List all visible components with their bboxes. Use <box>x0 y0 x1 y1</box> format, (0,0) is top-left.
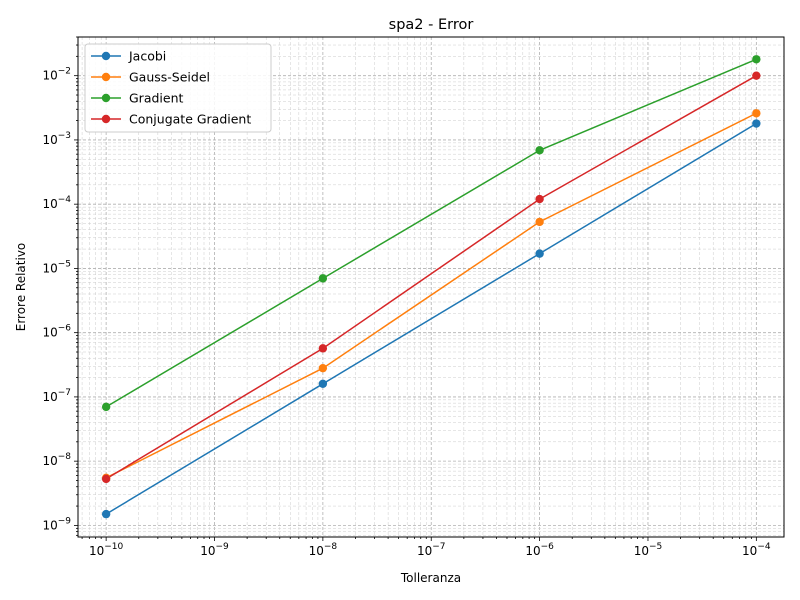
legend-label: Conjugate Gradient <box>129 112 251 127</box>
data-point-gauss-seidel <box>752 109 761 118</box>
y-tick-label: 10−5 <box>42 259 71 275</box>
data-point-gradient <box>318 274 328 283</box>
data-point-jacobi <box>101 509 111 519</box>
x-tick-label: 10−9 <box>200 542 229 558</box>
data-point-jacobi <box>535 249 544 258</box>
y-tick-label: 10−8 <box>42 452 71 468</box>
data-point-gradient <box>752 55 761 64</box>
data-point-gauss-seidel <box>318 363 328 373</box>
x-tick-label: 10−5 <box>634 542 663 558</box>
legend-marker <box>101 51 111 61</box>
y-tick-label: 10−2 <box>42 67 71 83</box>
x-tick-label: 10−6 <box>525 542 554 558</box>
legend-marker <box>101 114 111 124</box>
data-point-conjugate-gradient <box>101 474 111 484</box>
legend-box <box>84 43 272 133</box>
y-tick-label: 10−7 <box>42 388 71 404</box>
series-line-jacobi <box>105 122 757 515</box>
series-lines <box>105 58 757 515</box>
y-tick-label: 10−4 <box>42 195 71 211</box>
x-tick-label: 10−7 <box>417 542 446 558</box>
x-axis-ticks: 10−10 10−9 10−8 10−7 10−6 10−5 10−4 <box>81 537 771 558</box>
legend-label: Gradient <box>129 91 184 106</box>
series-points <box>101 55 761 519</box>
y-axis-label: Errore Relativo <box>14 243 28 332</box>
data-point-gauss-seidel <box>535 217 544 227</box>
x-tick-label: 10−4 <box>742 542 771 558</box>
x-tick-label: 10−8 <box>309 542 338 558</box>
data-point-conjugate-gradient <box>318 344 328 353</box>
y-tick-label: 10−3 <box>42 131 71 147</box>
x-tick-label: 10−10 <box>89 542 124 558</box>
series-line-gradient <box>105 58 757 408</box>
series-line-gauss-seidel <box>105 112 757 479</box>
data-point-conjugate-gradient <box>535 194 544 204</box>
legend: Jacobi Gauss-Seidel Gradient Conjugate Grad… <box>84 43 272 133</box>
y-tick-label: 10−6 <box>42 324 71 340</box>
data-point-jacobi <box>318 379 328 388</box>
x-axis-label: Tolleranza <box>400 571 461 585</box>
data-point-conjugate-gradient <box>752 71 761 80</box>
legend-label: Jacobi <box>128 49 166 64</box>
data-point-jacobi <box>752 119 761 128</box>
legend-label: Gauss-Seidel <box>129 70 210 85</box>
chart-title: spa2 - Error <box>389 17 474 33</box>
y-tick-label: 10−9 <box>42 516 71 532</box>
series-line-conjugate-gradient <box>105 75 757 480</box>
legend-marker <box>101 93 111 103</box>
y-axis-ticks: 10−9 10−8 10−7 10−6 10−5 10−4 10−3 10−2 <box>42 36 78 536</box>
data-point-gradient <box>535 146 544 155</box>
legend-marker <box>101 72 111 82</box>
data-point-gradient <box>101 402 111 412</box>
